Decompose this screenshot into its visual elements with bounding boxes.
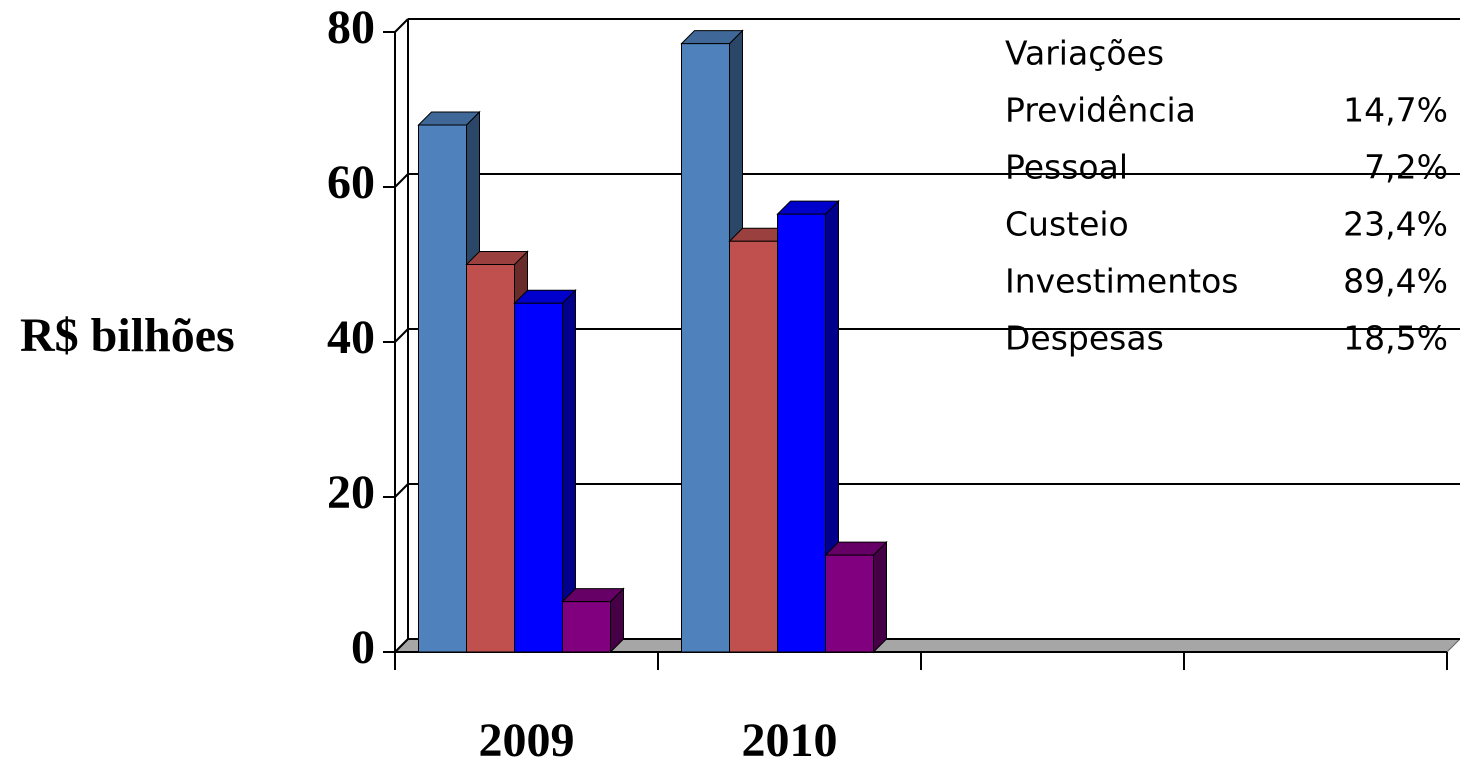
annotation-name: Investimentos <box>1005 262 1238 301</box>
grid-line-side <box>394 328 409 343</box>
annotation-name: Despesas <box>1005 319 1164 358</box>
y-tick-label: 40 <box>327 311 375 364</box>
annotation-value: 14,7% <box>1343 91 1448 130</box>
bar <box>513 289 577 654</box>
annotation-value: 18,5% <box>1343 319 1448 358</box>
bar <box>561 587 625 654</box>
annotation-value: 23,4% <box>1343 205 1448 244</box>
bar-front <box>562 601 611 653</box>
y-tick-label: 20 <box>327 466 375 519</box>
y-tick-label: 80 <box>327 1 375 54</box>
grid-line-side <box>394 638 409 653</box>
grid-line-side <box>394 173 409 188</box>
bar-front <box>729 240 778 653</box>
bar-side <box>873 540 887 654</box>
bar-front <box>825 554 874 653</box>
annotation-title: Variações <box>1005 34 1164 73</box>
bar <box>824 540 888 654</box>
annotation-name: Pessoal <box>1005 148 1128 187</box>
annotation-value: 89,4% <box>1343 262 1448 301</box>
bar-front <box>466 264 515 653</box>
bar-front <box>777 213 826 653</box>
grid-line-side <box>394 18 409 33</box>
grid-line-side <box>394 483 409 498</box>
bar-front <box>681 43 730 653</box>
y-tick-label: 0 <box>351 621 375 674</box>
y-tick-label: 60 <box>327 156 375 209</box>
annotation-value: 7,2% <box>1364 148 1448 187</box>
annotation-name: Previdência <box>1005 91 1196 130</box>
annotation-name: Custeio <box>1005 205 1129 244</box>
bar-front <box>514 302 563 653</box>
x-tick-label: 2009 <box>479 714 575 763</box>
x-tick-label: 2010 <box>742 714 838 763</box>
bar-front <box>418 124 467 653</box>
bar <box>776 199 840 654</box>
y-axis-label: R$ bilhões <box>20 309 235 362</box>
